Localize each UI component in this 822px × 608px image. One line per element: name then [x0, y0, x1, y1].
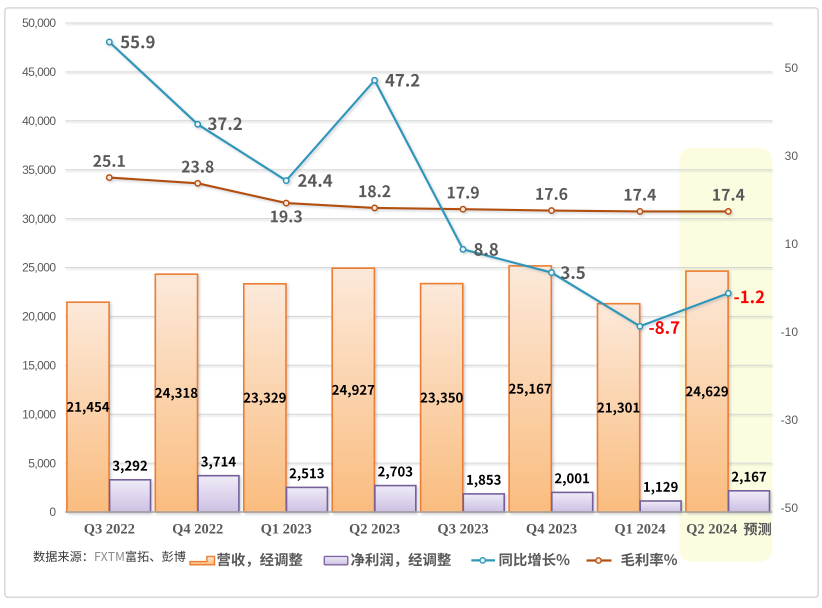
svg-text:0: 0 [49, 505, 56, 519]
svg-text:45,000: 45,000 [22, 65, 56, 79]
svg-text:40,000: 40,000 [22, 114, 56, 128]
svg-text:35,000: 35,000 [22, 163, 56, 177]
svg-text:Q4 2022: Q4 2022 [172, 522, 223, 538]
svg-text:Q3 2022: Q3 2022 [84, 522, 135, 538]
svg-text:20,000: 20,000 [22, 310, 56, 324]
svg-text:10: 10 [785, 237, 799, 251]
svg-text:Q2 2023: Q2 2023 [349, 522, 400, 538]
svg-text:30: 30 [785, 149, 799, 163]
svg-text:Q4 2023: Q4 2023 [526, 522, 577, 538]
svg-text:Q1 2023: Q1 2023 [261, 522, 312, 538]
svg-text:5,000: 5,000 [28, 456, 56, 470]
svg-text:50: 50 [785, 61, 799, 75]
svg-text:50,000: 50,000 [22, 16, 56, 30]
svg-text:-10: -10 [781, 325, 799, 339]
svg-text:Q3 2023: Q3 2023 [437, 522, 488, 538]
svg-text:-50: -50 [781, 501, 799, 515]
svg-text:15,000: 15,000 [22, 359, 56, 373]
svg-text:Q1 2024: Q1 2024 [614, 522, 665, 538]
svg-text:25,000: 25,000 [22, 261, 56, 275]
svg-text:-30: -30 [781, 413, 799, 427]
svg-text:10,000: 10,000 [22, 407, 56, 421]
svg-text:Q2 2024: Q2 2024 [686, 522, 737, 538]
svg-text:30,000: 30,000 [22, 212, 56, 226]
